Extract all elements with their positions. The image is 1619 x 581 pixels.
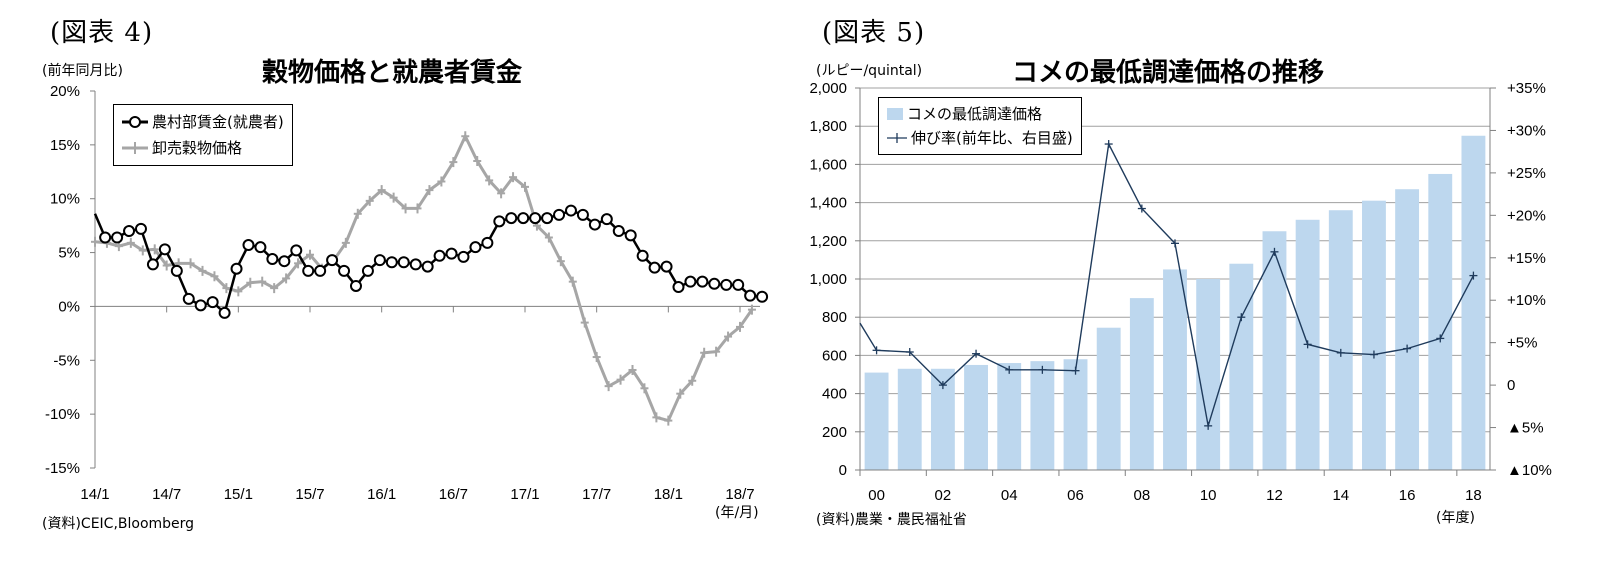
x-tick-label: 18 (1465, 487, 1482, 504)
legend-item-growth: 伸び率(前年比、右目盛) (887, 126, 1073, 150)
y2-tick-label: +20% (1507, 207, 1546, 224)
legend-item-grain: 卸売穀物価格 (122, 135, 284, 161)
y2-tick-label: ▲10% (1507, 462, 1552, 479)
right-chart-title: コメの最低調達価格の推移 (1012, 58, 1325, 88)
y2-tick-label: +15% (1507, 250, 1546, 267)
price-bar (1428, 173, 1453, 470)
y2-tick-label: ▲5% (1507, 420, 1544, 437)
y-tick-label: 600 (822, 347, 847, 364)
x-tick-label: 15/7 (295, 486, 324, 503)
left-legend: 農村部賃金(就農者) 卸売穀物価格 (113, 104, 293, 166)
price-bar (1030, 361, 1055, 470)
y-tick-label: 800 (822, 309, 847, 326)
left-y-unit-label: (前年同月比) (42, 63, 123, 79)
y-tick-label: 20% (50, 83, 80, 100)
y-tick-label: -15% (45, 460, 80, 477)
y-tick-label: 1,400 (809, 195, 847, 212)
y-tick-label: 0 (839, 462, 847, 479)
growth-rate-line (859, 141, 1475, 427)
y-tick-label: 15% (50, 137, 80, 154)
price-bar (1362, 200, 1386, 470)
x-tick-label: 14 (1332, 487, 1349, 504)
y-tick-label: 0% (58, 298, 80, 315)
y2-tick-label: +25% (1507, 165, 1546, 182)
x-tick-label: 17/1 (510, 486, 539, 503)
x-tick-label: 08 (1133, 487, 1150, 504)
y-tick-label: 1,000 (809, 271, 847, 288)
price-bar (1063, 359, 1088, 470)
y2-tick-label: +35% (1507, 80, 1546, 97)
price-bar (1461, 135, 1486, 470)
y-tick-label: -5% (53, 352, 80, 369)
legend-label-growth: 伸び率(前年比、右目盛) (911, 129, 1073, 147)
price-bar (1328, 210, 1353, 471)
left-figure-label: (図表 4) (50, 18, 154, 48)
x-tick-label: 04 (1001, 487, 1018, 504)
legend-label-wage: 農村部賃金(就農者) (152, 113, 284, 131)
price-bar (1129, 298, 1154, 470)
y2-tick-label: 0 (1507, 377, 1515, 394)
x-tick-label: 16/7 (439, 486, 468, 503)
open-circle-marker-icon (122, 116, 148, 128)
legend-label-price: コメの最低調達価格 (907, 105, 1043, 123)
legend-label-grain: 卸売穀物価格 (152, 139, 243, 157)
legend-item-wage: 農村部賃金(就農者) (122, 109, 284, 135)
x-tick-label: 12 (1266, 487, 1283, 504)
y-tick-label: 10% (50, 191, 80, 208)
right-figure-label: (図表 5) (822, 18, 926, 48)
y-tick-label: 400 (822, 386, 847, 403)
grain-price-line (94, 132, 754, 423)
y-tick-label: 2,000 (809, 80, 847, 97)
y-tick-label: 5% (58, 245, 80, 262)
plus-line-marker-icon (887, 133, 907, 143)
x-tick-label: 16/1 (367, 486, 396, 503)
right-y-unit-label: (ルピー/quintal) (816, 63, 923, 79)
plus-marker-icon (122, 142, 148, 154)
legend-item-price: コメの最低調達価格 (887, 102, 1073, 126)
price-bar (997, 363, 1022, 470)
right-chart-plot: 2,000 1,800 1,600 1,400 1,200 1,000 800 600 400 2… (809, 80, 1552, 504)
right-source-note: (資料)農業・農民福祉省 (816, 512, 967, 528)
x-tick-label: 18/7 (725, 486, 754, 503)
x-tick-label: 02 (935, 487, 952, 504)
y-tick-label: 1,200 (809, 233, 847, 250)
bar-swatch-icon (887, 108, 903, 120)
x-tick-label: 00 (868, 487, 885, 504)
right-x-unit-label: (年度) (1436, 510, 1475, 526)
price-bar (1163, 269, 1187, 470)
y2-tick-label: +5% (1507, 335, 1537, 352)
left-x-unit-label: (年/月) (715, 505, 759, 521)
left-chart-panel: (図表 4) 穀物価格と就農者賃金 (前年同月比) 20% 15% 10% 5% 0% -… (0, 0, 800, 581)
price-bar (1096, 327, 1121, 470)
y-tick-label: -10% (45, 406, 80, 423)
left-chart-plot: 20% 15% 10% 5% 0% -5% -10% -15%14/1 14/7 15/1 15/7… (45, 83, 769, 503)
y-tick-label: 1,600 (809, 156, 847, 173)
price-bar (1196, 279, 1221, 470)
y-tick-label: 200 (822, 424, 847, 441)
left-chart-title: 穀物価格と就農者賃金 (262, 58, 523, 88)
x-tick-label: 16 (1399, 487, 1416, 504)
y-tick-label: 1,800 (809, 118, 847, 135)
price-bar (1262, 231, 1287, 470)
right-legend: コメの最低調達価格 伸び率(前年比、右目盛) (878, 97, 1082, 155)
x-tick-label: 10 (1200, 487, 1217, 504)
price-bar (1229, 263, 1254, 470)
price-bar (1395, 189, 1420, 471)
x-tick-label: 15/1 (224, 486, 253, 503)
y2-tick-label: +30% (1507, 122, 1546, 139)
x-tick-label: 17/7 (582, 486, 611, 503)
price-bar (930, 368, 955, 470)
price-bar (897, 368, 922, 470)
x-tick-label: 14/7 (152, 486, 181, 503)
x-tick-label: 18/1 (654, 486, 683, 503)
price-bar (864, 372, 889, 470)
price-bar (964, 364, 988, 470)
x-tick-label: 06 (1067, 487, 1084, 504)
x-tick-label: 14/1 (80, 486, 109, 503)
right-chart-panel: (図表 5) コメの最低調達価格の推移 (ルピー/quintal) 2,000 1… (800, 0, 1619, 581)
left-source-note: (資料)CEIC,Bloomberg (42, 516, 195, 532)
y2-tick-label: +10% (1507, 292, 1546, 309)
